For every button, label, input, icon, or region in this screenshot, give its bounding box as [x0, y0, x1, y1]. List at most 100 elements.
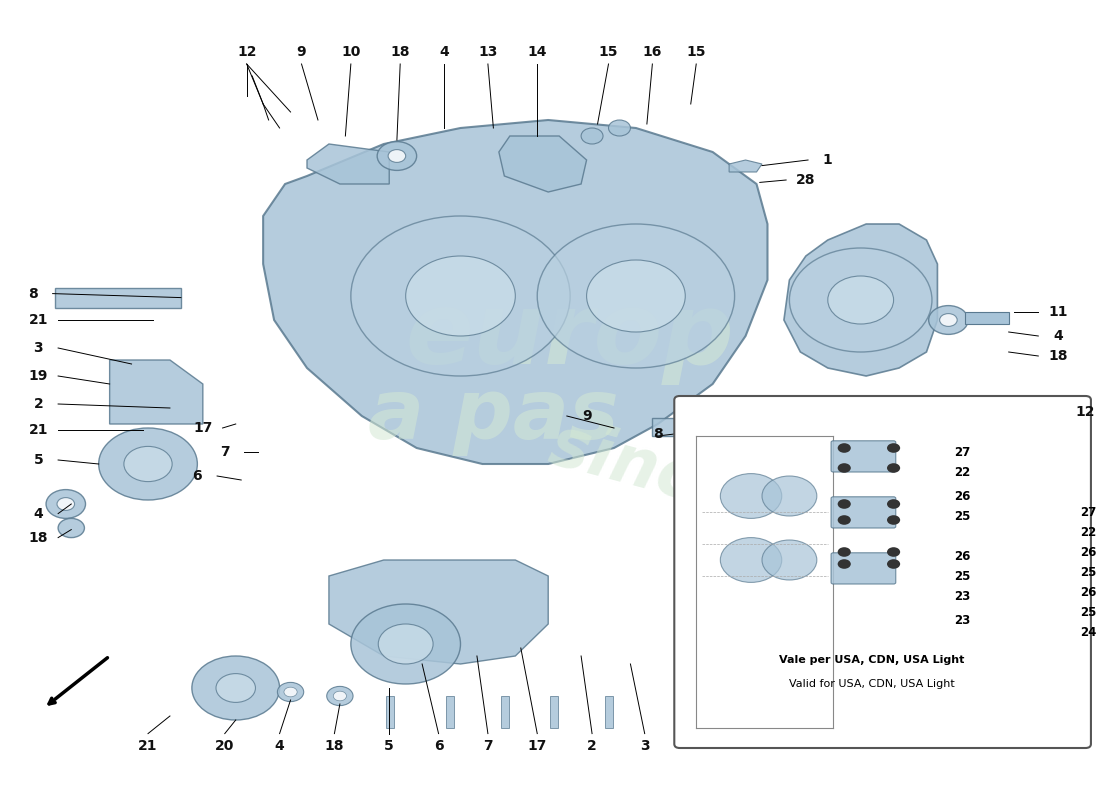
Text: 4: 4	[1053, 329, 1063, 343]
Circle shape	[351, 604, 461, 684]
Circle shape	[99, 428, 197, 500]
FancyBboxPatch shape	[832, 553, 895, 584]
Text: 18: 18	[390, 45, 410, 59]
Text: 20: 20	[216, 738, 234, 753]
Text: 21: 21	[139, 738, 157, 753]
Text: 18: 18	[1048, 349, 1068, 363]
Text: 15: 15	[686, 45, 706, 59]
Circle shape	[333, 691, 346, 701]
Text: 27: 27	[1080, 506, 1097, 518]
Text: 11: 11	[1048, 305, 1068, 319]
Text: 4: 4	[275, 738, 285, 753]
Text: 5: 5	[384, 738, 394, 753]
Text: 2: 2	[33, 397, 43, 411]
Polygon shape	[110, 360, 202, 424]
Text: 8: 8	[28, 286, 37, 301]
Polygon shape	[729, 160, 762, 172]
Text: 4: 4	[33, 506, 43, 521]
Circle shape	[378, 624, 433, 664]
Bar	[550, 696, 558, 728]
Circle shape	[838, 499, 850, 509]
Circle shape	[887, 559, 900, 569]
Circle shape	[537, 224, 735, 368]
Circle shape	[838, 443, 850, 453]
FancyBboxPatch shape	[832, 441, 895, 472]
Circle shape	[762, 540, 817, 580]
Circle shape	[46, 490, 86, 518]
Text: 22: 22	[954, 466, 970, 478]
Text: since 1985: since 1985	[542, 412, 949, 580]
Text: 7: 7	[483, 738, 493, 753]
Text: 16: 16	[642, 45, 662, 59]
Text: 10: 10	[341, 45, 361, 59]
Circle shape	[887, 463, 900, 473]
Text: 12: 12	[236, 45, 256, 59]
Text: 4: 4	[439, 45, 449, 59]
Circle shape	[388, 150, 406, 162]
Text: 26: 26	[954, 490, 970, 502]
Text: 26: 26	[1080, 586, 1097, 598]
Circle shape	[762, 476, 817, 516]
Bar	[55, 288, 180, 308]
Text: 23: 23	[954, 614, 970, 626]
Text: 25: 25	[1080, 606, 1097, 618]
Circle shape	[887, 443, 900, 453]
Text: 3: 3	[34, 341, 43, 355]
Text: 21: 21	[29, 423, 48, 438]
Polygon shape	[307, 144, 389, 184]
Circle shape	[277, 682, 304, 702]
Text: 19: 19	[29, 369, 48, 383]
Text: 8: 8	[653, 426, 662, 441]
FancyBboxPatch shape	[674, 396, 1091, 748]
Text: 15: 15	[598, 45, 618, 59]
Circle shape	[216, 674, 255, 702]
Circle shape	[838, 463, 850, 473]
Circle shape	[790, 248, 932, 352]
Text: 28: 28	[796, 173, 815, 187]
Text: 18: 18	[29, 530, 48, 545]
Polygon shape	[329, 560, 548, 664]
Text: 9: 9	[582, 409, 592, 423]
Circle shape	[887, 499, 900, 509]
Circle shape	[838, 515, 850, 525]
Circle shape	[887, 547, 900, 557]
Circle shape	[351, 216, 570, 376]
Text: 5: 5	[33, 453, 43, 467]
Circle shape	[406, 256, 515, 336]
Text: 25: 25	[1080, 566, 1097, 578]
Circle shape	[939, 314, 957, 326]
Text: 26: 26	[954, 550, 970, 562]
Text: 26: 26	[1080, 546, 1097, 558]
Text: a pas: a pas	[368, 375, 619, 457]
Bar	[965, 312, 1009, 324]
Circle shape	[586, 260, 685, 332]
Text: 1: 1	[823, 153, 833, 167]
Text: 18: 18	[324, 738, 344, 753]
Bar	[386, 696, 394, 728]
Text: 12: 12	[1076, 405, 1096, 419]
Bar	[652, 418, 762, 436]
Text: 14: 14	[528, 45, 547, 59]
Text: 2: 2	[587, 738, 597, 753]
Text: 21: 21	[29, 313, 48, 327]
Bar	[502, 696, 508, 728]
Text: Vale per USA, CDN, USA Light: Vale per USA, CDN, USA Light	[779, 655, 965, 665]
Text: 13: 13	[478, 45, 497, 59]
Circle shape	[838, 559, 850, 569]
Circle shape	[191, 656, 279, 720]
Text: 6: 6	[433, 738, 443, 753]
Text: 17: 17	[194, 421, 212, 435]
Circle shape	[828, 276, 893, 324]
Text: 24: 24	[1080, 626, 1097, 638]
Circle shape	[720, 474, 782, 518]
Circle shape	[58, 518, 85, 538]
Circle shape	[327, 686, 353, 706]
Polygon shape	[784, 224, 937, 376]
FancyBboxPatch shape	[832, 497, 895, 528]
Polygon shape	[499, 136, 586, 192]
Circle shape	[720, 538, 782, 582]
Polygon shape	[263, 120, 768, 464]
Circle shape	[377, 142, 417, 170]
Text: 3: 3	[640, 738, 649, 753]
Text: 25: 25	[954, 510, 970, 522]
